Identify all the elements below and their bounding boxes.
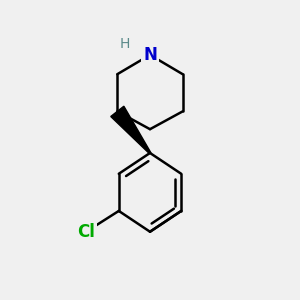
Polygon shape [111,106,151,154]
Text: N: N [143,46,157,64]
Text: H: H [119,37,130,51]
Text: Cl: Cl [77,223,95,241]
